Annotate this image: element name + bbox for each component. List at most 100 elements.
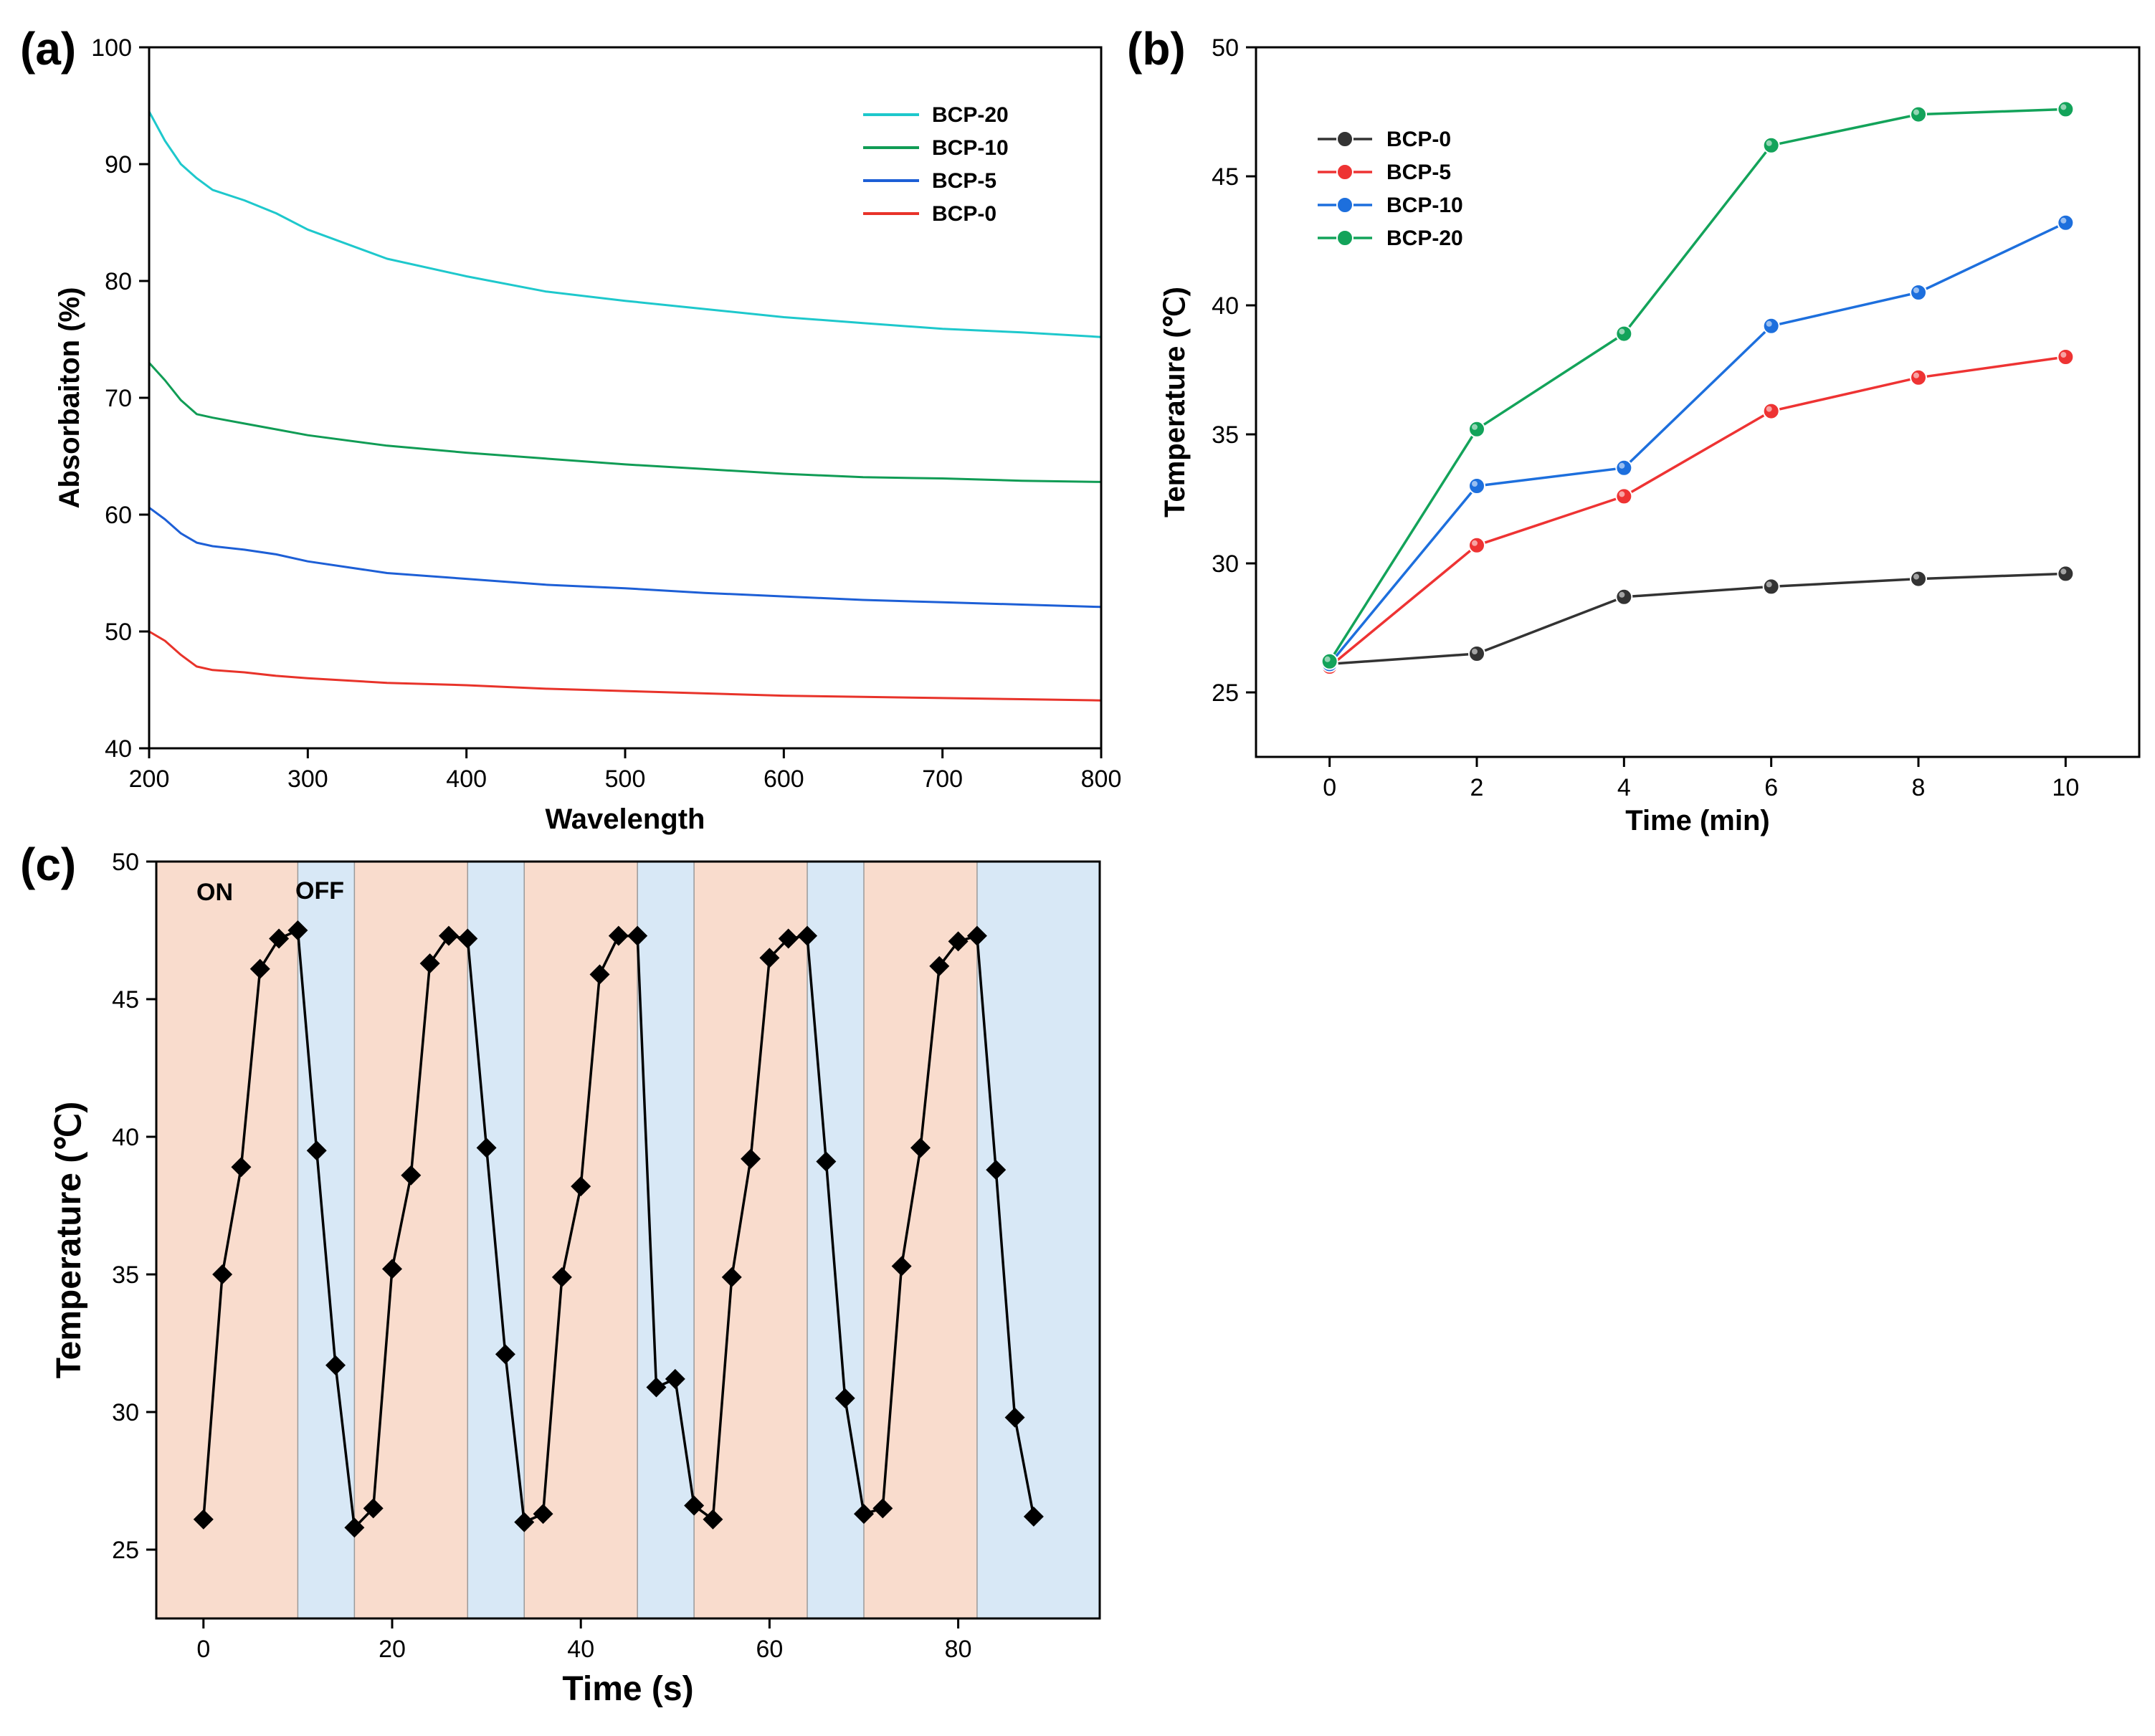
legend-label: BCP-0 bbox=[932, 202, 996, 226]
data-point bbox=[1023, 1506, 1044, 1527]
legend-label: BCP-10 bbox=[932, 136, 1009, 160]
y-tick-label: 40 bbox=[105, 735, 132, 763]
data-point-highlight bbox=[2060, 568, 2067, 575]
data-point bbox=[1468, 645, 1485, 662]
phase-band-on bbox=[694, 862, 808, 1618]
series-line-bcp-10 bbox=[148, 362, 1102, 483]
x-tick-label: 40 bbox=[567, 1636, 594, 1663]
data-point bbox=[948, 931, 969, 952]
x-tick-label: 20 bbox=[379, 1636, 406, 1663]
data-point-highlight bbox=[1619, 462, 1625, 469]
data-point bbox=[495, 1344, 515, 1365]
data-point-highlight bbox=[1766, 406, 1772, 412]
y-tick-label: 50 bbox=[1212, 34, 1239, 62]
legend-label: BCP-20 bbox=[932, 103, 1009, 127]
data-point bbox=[872, 1498, 893, 1519]
data-point bbox=[589, 964, 610, 985]
y-tick-label: 60 bbox=[105, 502, 132, 529]
data-point bbox=[797, 925, 818, 946]
data-point bbox=[269, 928, 290, 949]
data-point bbox=[646, 1377, 667, 1398]
data-point bbox=[966, 925, 987, 946]
data-point bbox=[910, 1138, 931, 1158]
panel-c: ON OFF 0 20 40 60 80 25 30 35 40 45 50 Time (s) Temper… bbox=[20, 839, 1101, 1708]
x-axis-title: Wavelength bbox=[546, 803, 705, 835]
x-tick-label: 0 bbox=[196, 1636, 210, 1663]
phase-label-off: OFF bbox=[295, 877, 344, 905]
data-point bbox=[438, 925, 459, 946]
data-point bbox=[2057, 565, 2075, 583]
x-tick-label: 80 bbox=[945, 1636, 972, 1663]
data-point-highlight bbox=[1472, 649, 1478, 654]
data-point bbox=[608, 925, 629, 946]
x-tick-label: 200 bbox=[129, 766, 170, 793]
data-point bbox=[703, 1509, 723, 1530]
x-tick-label: 6 bbox=[1764, 774, 1778, 801]
y-tick-label: 30 bbox=[112, 1399, 139, 1426]
y-axis-title: Temperature (℃) bbox=[50, 1102, 88, 1378]
data-point bbox=[816, 1151, 837, 1172]
data-point bbox=[627, 925, 648, 946]
data-point-highlight bbox=[1619, 328, 1625, 335]
y-axis-title: Absorbaiton (%) bbox=[54, 287, 85, 509]
panel-label: (c) bbox=[20, 839, 76, 890]
x-tick-label: 2 bbox=[1470, 774, 1484, 801]
data-point bbox=[1762, 136, 1780, 154]
series-line-bcp-5 bbox=[1328, 356, 2066, 668]
y-tick-label: 50 bbox=[112, 849, 139, 876]
data-point-highlight bbox=[2060, 104, 2067, 110]
series-line-bcp-10 bbox=[1328, 221, 2067, 665]
data-point bbox=[684, 1495, 705, 1516]
panel-a: 200 300 400 500 600 700 800 40 50 60 70 80 90 100 Wave… bbox=[20, 23, 1121, 835]
data-point bbox=[1762, 578, 1780, 596]
y-tick-label: 90 bbox=[105, 151, 132, 178]
data-point bbox=[287, 920, 308, 940]
x-tick-label: 10 bbox=[2052, 774, 2079, 801]
data-point bbox=[401, 1165, 422, 1186]
y-tick-label: 25 bbox=[1212, 679, 1239, 707]
data-point-highlight bbox=[1913, 573, 1919, 580]
y-tick-label: 70 bbox=[105, 385, 132, 412]
data-point bbox=[1762, 317, 1780, 335]
data-point bbox=[1910, 570, 1927, 588]
phase-band-on bbox=[524, 862, 638, 1618]
phase-band-on bbox=[354, 862, 468, 1618]
x-axis-title: Time (s) bbox=[562, 1670, 693, 1708]
data-point bbox=[929, 955, 950, 976]
legend-marker bbox=[1336, 163, 1354, 181]
data-point bbox=[891, 1256, 912, 1277]
data-point bbox=[1468, 536, 1485, 554]
phase-band-off bbox=[807, 862, 864, 1618]
y-tick-label: 100 bbox=[91, 34, 132, 62]
y-tick-label: 30 bbox=[1212, 550, 1239, 578]
data-point-highlight bbox=[1472, 540, 1478, 546]
data-point-highlight bbox=[1472, 424, 1478, 430]
data-point bbox=[1468, 477, 1485, 495]
x-tick-label: 60 bbox=[756, 1636, 783, 1663]
data-point bbox=[1762, 402, 1780, 420]
y-tick-label: 50 bbox=[105, 619, 132, 646]
data-point bbox=[1615, 459, 1633, 477]
x-tick-label: 800 bbox=[1081, 766, 1122, 793]
data-point bbox=[382, 1259, 402, 1279]
legend-marker bbox=[1336, 196, 1354, 214]
data-point-highlight bbox=[1913, 372, 1919, 378]
x-tick-label: 300 bbox=[287, 766, 328, 793]
phase-band-on bbox=[156, 862, 298, 1618]
x-axis-title: Time (min) bbox=[1625, 805, 1770, 836]
data-point-highlight bbox=[1766, 140, 1772, 146]
panel-label: (a) bbox=[20, 23, 76, 75]
y-tick-label: 45 bbox=[112, 986, 139, 1014]
series-line-bcp-0 bbox=[148, 630, 1102, 702]
data-point bbox=[551, 1267, 572, 1287]
legend-label: BCP-10 bbox=[1386, 194, 1463, 217]
x-tick-label: 700 bbox=[922, 766, 963, 793]
x-tick-label: 500 bbox=[605, 766, 646, 793]
y-tick-label: 35 bbox=[112, 1262, 139, 1289]
y-tick-label: 40 bbox=[112, 1124, 139, 1151]
phase-label-on: ON bbox=[196, 879, 233, 906]
panel-label: (b) bbox=[1127, 23, 1186, 75]
data-point-highlight bbox=[2060, 217, 2067, 224]
data-point bbox=[419, 953, 440, 974]
